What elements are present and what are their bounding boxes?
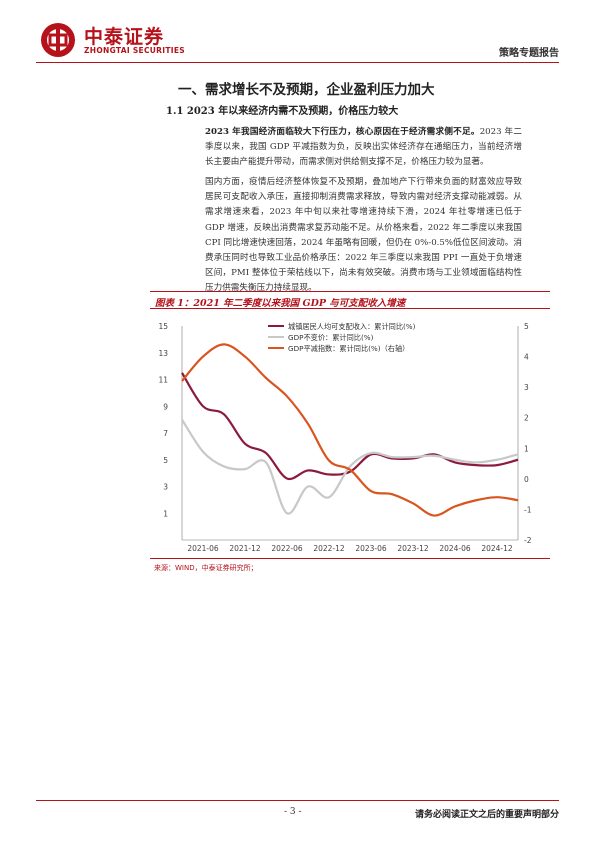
- y-left-tick-label: 5: [163, 456, 168, 465]
- page-header: 中泰证券 ZHONGTAI SECURITIES 策略专题报告: [0, 0, 595, 70]
- y-right-tick-label: 0: [524, 475, 529, 484]
- x-tick-label: 2024-06: [439, 544, 471, 552]
- x-tick-label: 2024-12: [481, 544, 513, 552]
- chart-series: [181, 343, 519, 517]
- source-divider: [150, 558, 550, 559]
- y-left-tick-label: 1: [163, 509, 168, 518]
- legend-label: GDP平减指数：累计同比(%)（右轴）: [288, 344, 409, 353]
- y-right-tick-label: 4: [524, 353, 529, 362]
- y-left-tick-label: 3: [163, 483, 168, 492]
- footer-divider: [36, 800, 559, 801]
- y-right-tick-label: -2: [524, 536, 532, 545]
- section-heading: 一、需求增长不及预期，企业盈利压力加大: [178, 82, 435, 98]
- logo-text-cn: 中泰证券: [84, 26, 165, 48]
- x-tick-label: 2022-06: [271, 544, 303, 552]
- figure-source: 来源：WIND，中泰证券研究所；: [154, 564, 258, 572]
- y-right-tick-label: 2: [524, 414, 529, 423]
- series-line-3: [181, 343, 519, 517]
- y-right-tick-label: -1: [524, 505, 532, 514]
- subsection-heading: 1.1 2023 年以来经济内需不及预期，价格压力较大: [166, 106, 399, 117]
- header-divider: [36, 62, 559, 63]
- logo-text-en: ZHONGTAI SECURITIES: [84, 46, 185, 55]
- y-left-tick-label: 7: [163, 429, 168, 438]
- y-left-tick-label: 15: [158, 322, 168, 331]
- zhongtai-logo-icon: [41, 23, 75, 57]
- legend-label: GDP不变价：累计同比(%): [288, 333, 374, 342]
- paragraph-1-body: 2023 年二季度以来，我国 GDP 平减指数为负，反映出实体经济存在通缩压力，…: [205, 127, 522, 168]
- x-tick-label: 2021-12: [229, 544, 261, 552]
- y-right-tick-label: 3: [524, 383, 529, 392]
- x-tick-label: 2021-06: [187, 544, 219, 552]
- y-left-tick-label: 13: [158, 349, 168, 358]
- y-left-tick-label: 9: [163, 402, 168, 411]
- y-right-tick-label: 1: [524, 444, 529, 453]
- figure-title: 图表 1：2021 年二季度以来我国 GDP 与可支配收入增速: [155, 298, 406, 309]
- x-tick-label: 2022-12: [313, 544, 345, 552]
- legend-label: 城镇居民人均可支配收入：累计同比(%): [288, 322, 416, 331]
- footer-disclaimer: 请务必阅读正文之后的重要声明部分: [414, 810, 559, 820]
- chart-legend: 城镇居民人均可支配收入：累计同比(%) GDP不变价：累计同比(%) GDP平减指数…: [268, 322, 416, 353]
- paragraph-1: 2023 年我国经济面临较大下行压力，核心原因在于经济需求侧不足。2023 年二…: [205, 125, 522, 171]
- figure-rule-top: [150, 291, 550, 292]
- series-line-2: [181, 419, 519, 515]
- series-line-1: [181, 372, 519, 481]
- y-right-tick-label: 5: [524, 322, 529, 331]
- page-number: - 3 -: [284, 807, 302, 817]
- x-tick-label: 2023-06: [355, 544, 387, 552]
- figure-rule-bottom: [150, 308, 550, 309]
- paragraph-2: 国内方面，疫情后经济整体恢复不及预期，叠加地产下行带来负面的财富效应导致居民可支…: [205, 177, 522, 294]
- report-type: 策略专题报告: [499, 48, 559, 59]
- y-left-tick-label: 11: [158, 376, 168, 385]
- x-tick-label: 2023-12: [397, 544, 429, 552]
- paragraph-1-lead: 2023 年我国经济面临较大下行压力，核心原因在于经济需求侧不足。: [205, 127, 480, 137]
